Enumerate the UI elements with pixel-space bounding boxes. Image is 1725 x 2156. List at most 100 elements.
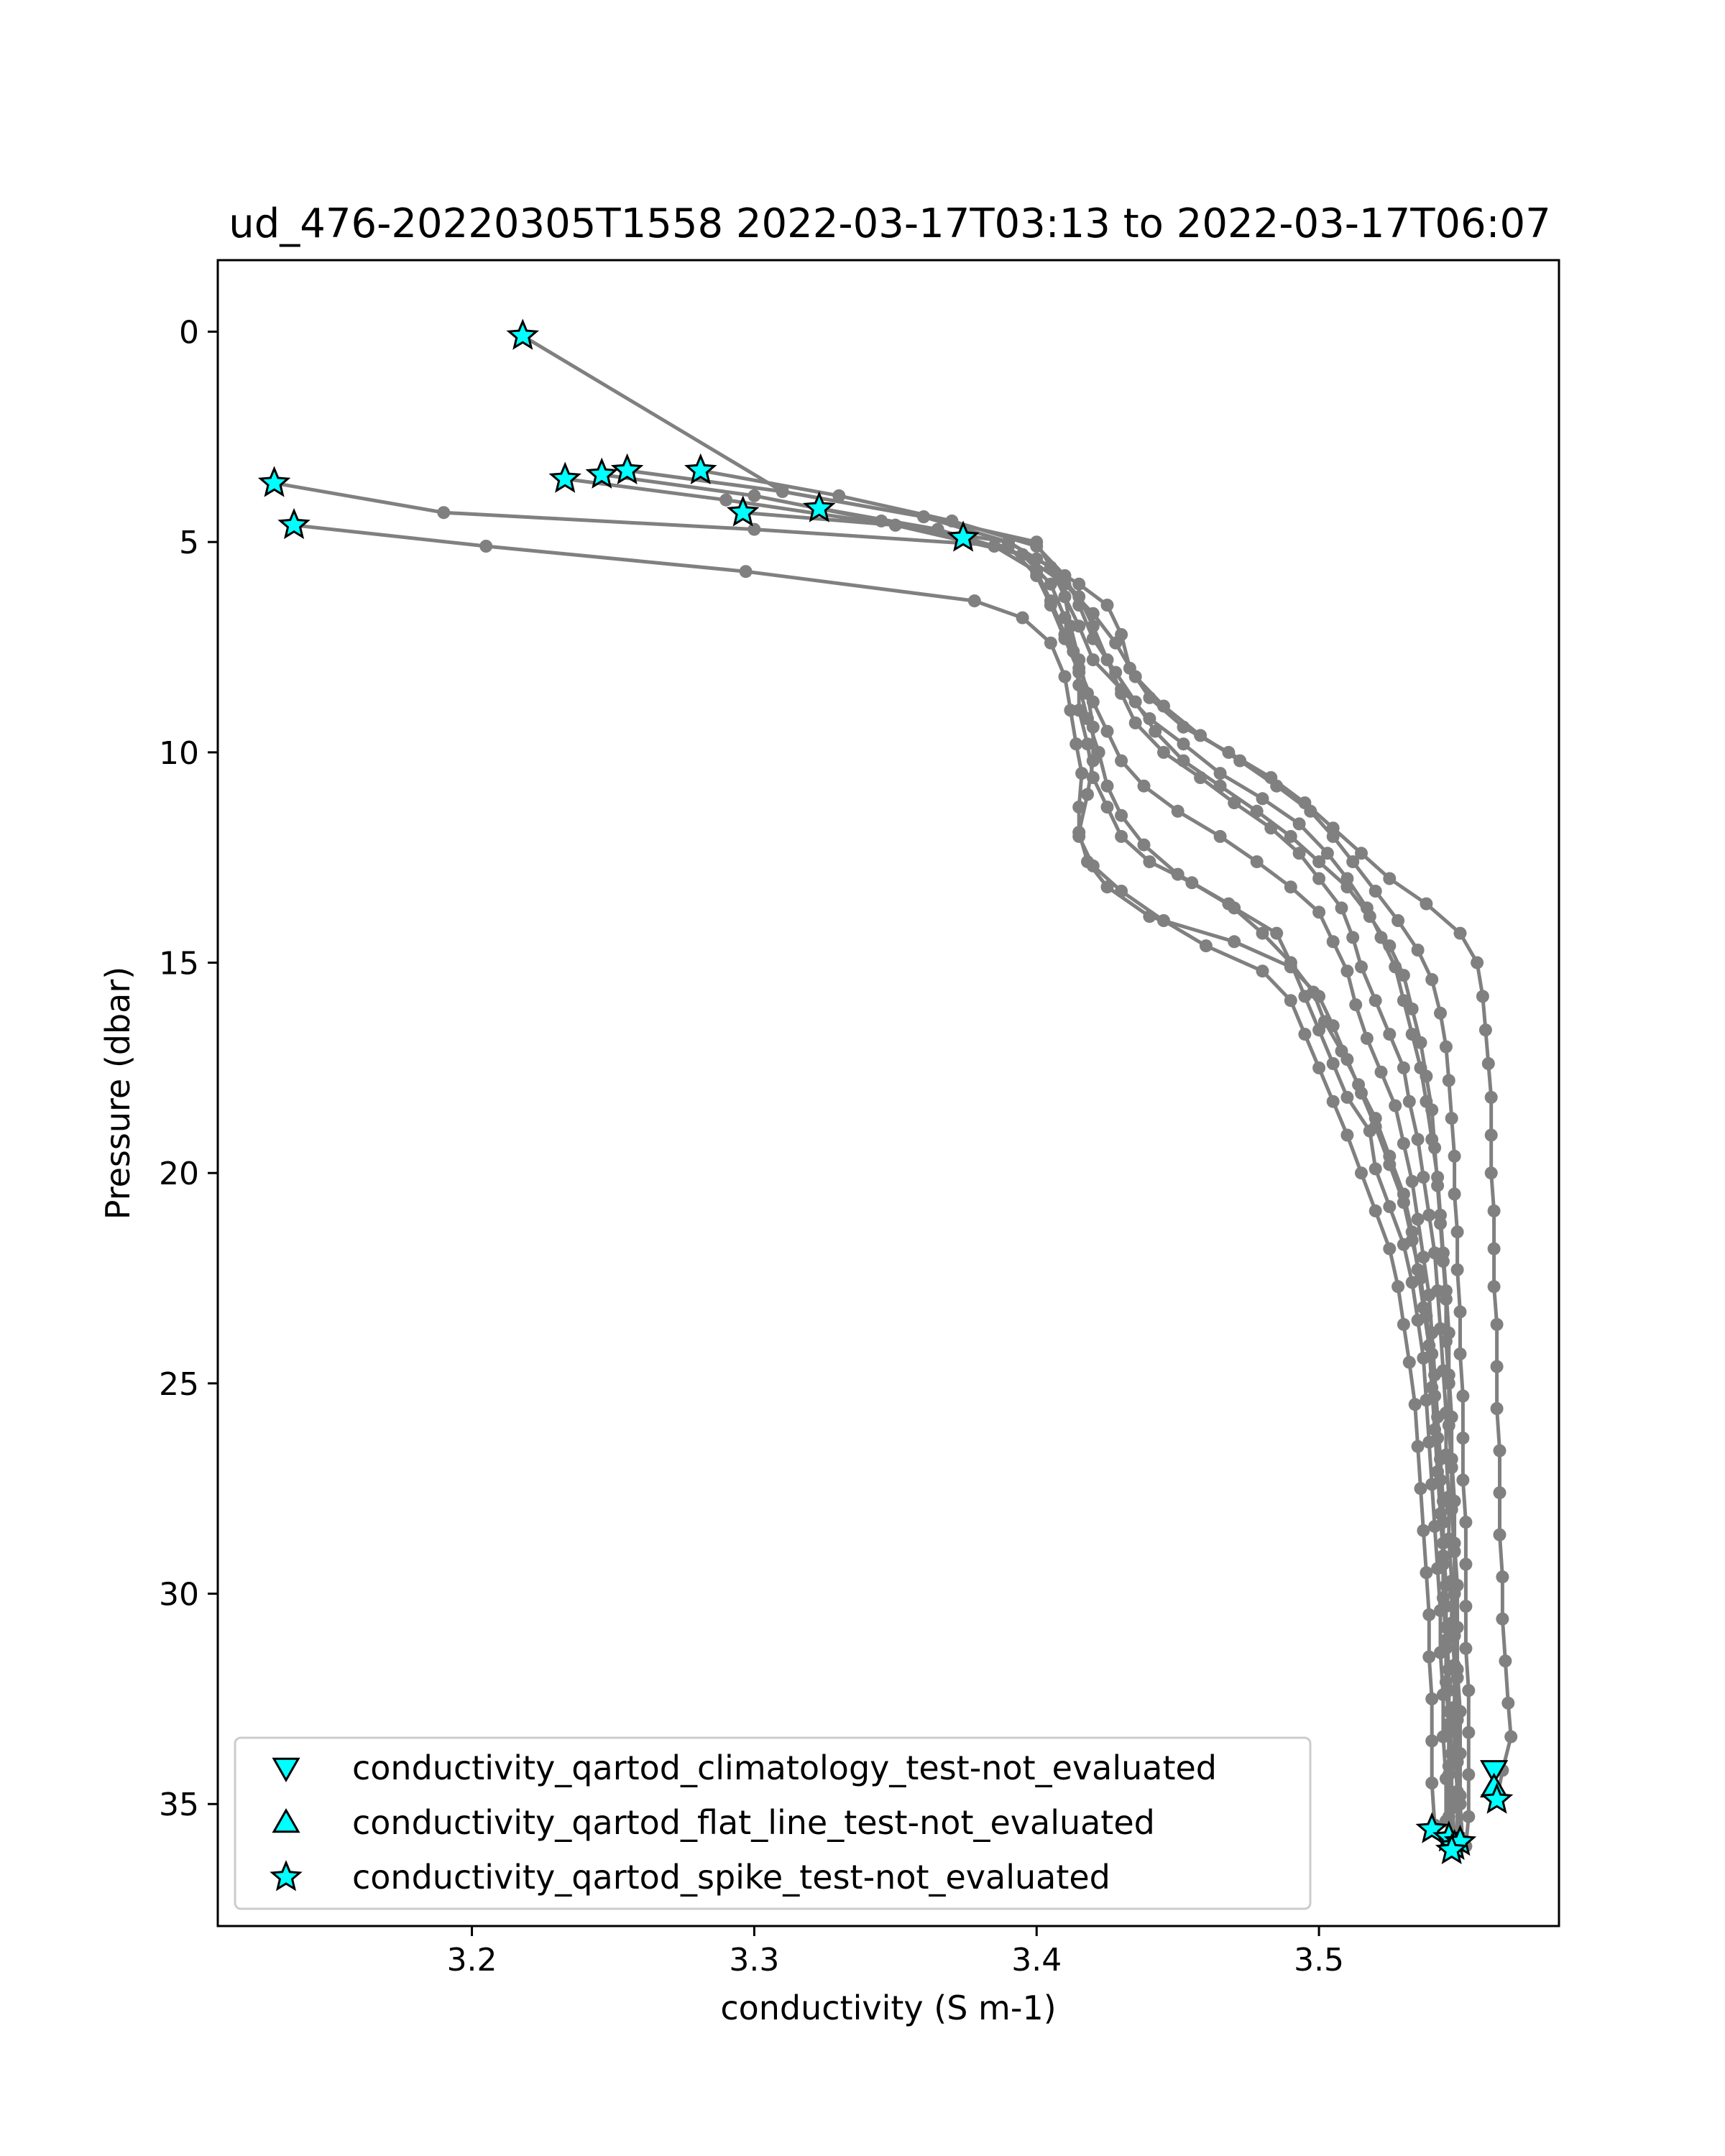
profile-point — [1420, 897, 1433, 911]
profile-point — [1389, 1099, 1402, 1112]
profile-point — [748, 489, 761, 502]
profile-point — [1383, 1242, 1397, 1256]
profile-point — [1349, 998, 1363, 1012]
profile-point — [1075, 767, 1089, 780]
legend-label: conductivity_qartod_flat_line_test-not_e… — [352, 1803, 1155, 1842]
profile-point — [1408, 1398, 1422, 1411]
y-tick-label: 35 — [159, 1787, 199, 1823]
profile-point — [1392, 1280, 1405, 1294]
profile-point — [1177, 720, 1190, 734]
profile-point — [1411, 944, 1425, 957]
profile-point — [1228, 935, 1241, 949]
profile-point — [1420, 1393, 1433, 1407]
profile-point — [1383, 872, 1397, 885]
profile-point — [1436, 1730, 1450, 1743]
spike-flag-marker — [610, 453, 644, 485]
profile-point — [1397, 1238, 1410, 1251]
profile-point — [1044, 636, 1057, 650]
spike-flag-marker — [726, 495, 760, 527]
profile-point — [1072, 577, 1086, 591]
profile-point — [1425, 1478, 1439, 1491]
profile-point — [1405, 1174, 1419, 1188]
y-axis-label: Pressure (dbar) — [98, 967, 137, 1220]
y-tick-label: 15 — [159, 946, 199, 982]
profile-lines — [267, 329, 1518, 1857]
profile-point — [1081, 788, 1094, 801]
profile-point — [1109, 665, 1123, 679]
profile-point — [1389, 960, 1402, 974]
profile-point — [1383, 1200, 1397, 1213]
profile-point — [1453, 926, 1467, 940]
profile-point — [1363, 1124, 1376, 1138]
profile-point — [1431, 1562, 1445, 1575]
profile-point — [1459, 1516, 1473, 1529]
profile-point — [1115, 628, 1128, 641]
profile-point — [1030, 540, 1044, 553]
plot-frame — [216, 259, 1560, 1927]
profile-point — [1450, 1578, 1464, 1592]
profile-point — [1493, 1486, 1506, 1500]
profile-point — [1456, 1473, 1470, 1487]
spike-flag-marker — [277, 507, 310, 540]
profile-point — [1450, 1662, 1464, 1676]
profile-point — [1086, 771, 1100, 784]
profile-point — [1420, 1095, 1433, 1108]
profile-point — [1496, 1612, 1509, 1626]
spike-flag-marker — [257, 466, 291, 497]
profile-point — [1072, 619, 1086, 633]
profile-point — [1086, 859, 1100, 872]
profile-point — [1462, 1726, 1476, 1739]
profile-point — [1092, 745, 1105, 759]
profile-point — [1312, 855, 1326, 869]
profile-point — [1368, 1204, 1382, 1217]
profile-point — [1450, 1225, 1464, 1239]
profile-point — [1448, 1149, 1461, 1163]
profile-point — [1058, 628, 1072, 641]
profile-point — [1434, 1006, 1447, 1020]
profile-point — [1284, 880, 1297, 894]
profile-point — [1177, 737, 1190, 751]
profile-point — [1374, 1065, 1388, 1079]
profile-point — [1298, 796, 1312, 810]
profile-point — [1448, 1494, 1461, 1508]
profile-point — [1450, 1621, 1464, 1634]
profile-point — [1284, 956, 1297, 969]
profile-point — [1481, 1057, 1495, 1070]
profile-point — [1405, 1002, 1419, 1015]
profile-point — [1420, 1566, 1433, 1580]
profile-point — [1456, 1432, 1470, 1445]
profile-point — [1086, 607, 1100, 620]
qc-flag-markers — [257, 318, 1514, 1864]
profile-point — [1298, 1028, 1312, 1041]
profile-point — [1326, 821, 1340, 835]
profile-10 — [957, 531, 1518, 1807]
profile-point — [1487, 1204, 1501, 1217]
legend-label: conductivity_qartod_spike_test-not_evalu… — [352, 1858, 1110, 1897]
legend-marker — [272, 1807, 300, 1833]
profile-point — [1072, 801, 1086, 814]
profile-point — [1402, 1355, 1416, 1369]
profile-point — [1360, 1031, 1374, 1045]
profile-point — [1368, 1112, 1382, 1125]
profile-point — [1352, 1078, 1366, 1092]
profile-point — [1128, 716, 1142, 729]
y-axis: 0 5 10 15 20 25 30 35 — [159, 315, 218, 1823]
profile-point — [1222, 745, 1236, 759]
x-axis-label: conductivity (S m-1) — [720, 1989, 1056, 2027]
profile-point — [1397, 1317, 1410, 1331]
y-tick-label: 10 — [159, 735, 199, 772]
profile-point — [1450, 1263, 1464, 1276]
profile-point — [1484, 1166, 1498, 1180]
profile-point — [1411, 1263, 1425, 1276]
profile-point — [1442, 1074, 1455, 1087]
legend-marker — [272, 1757, 300, 1783]
profile-point — [1355, 847, 1368, 860]
profile-point — [1157, 914, 1170, 927]
profile-point — [1445, 1112, 1458, 1125]
y-tick-label: 20 — [159, 1156, 199, 1192]
profile-point — [1453, 1347, 1467, 1360]
profile-point — [748, 522, 761, 536]
climatology-flag-marker — [1480, 1760, 1509, 1785]
profile-point — [1058, 670, 1072, 683]
